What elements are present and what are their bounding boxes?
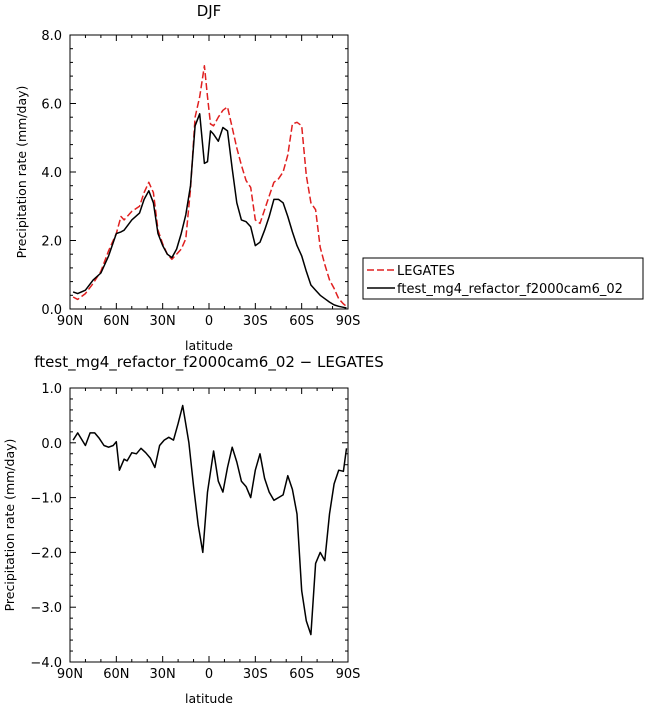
x-tick-label: 60N — [103, 667, 129, 682]
y-tick-label: 4.0 — [41, 166, 62, 181]
x-tick-label: 90S — [336, 667, 361, 682]
x-tick-label: 30S — [243, 314, 268, 329]
bottom-series-lines — [72, 404, 348, 636]
x-tick-label: 90N — [57, 314, 83, 329]
bottom-y-tick-labels: −4.0 −3.0 −2.0 −1.0 0.0 1.0 — [30, 382, 62, 671]
top-x-axis-label: latitude — [185, 338, 233, 353]
x-tick-label: 0 — [205, 667, 213, 682]
x-tick-label: 30S — [243, 667, 268, 682]
legend-label-legates: LEGATES — [397, 264, 455, 279]
y-tick-label: −2.0 — [30, 546, 62, 561]
y-tick-label: 0.0 — [41, 437, 62, 452]
x-tick-label: 90N — [57, 667, 83, 682]
bottom-chart-title: ftest_mg4_refactor_f2000cam6_02 − LEGATE… — [34, 353, 383, 372]
top-y-axis-label: Precipitation rate (mm/day) — [14, 86, 29, 259]
x-tick-label: 60S — [289, 667, 314, 682]
x-tick-label: 90S — [336, 314, 361, 329]
legend-box — [362, 257, 644, 300]
y-tick-label: 0.0 — [41, 303, 62, 318]
top-tick-marks — [69, 34, 349, 310]
series-line-legates — [72, 65, 347, 307]
y-tick-label: −1.0 — [30, 492, 62, 507]
top-series-lines — [72, 65, 347, 309]
x-tick-label: 30N — [150, 667, 176, 682]
bottom-tick-marks — [69, 387, 349, 663]
y-tick-label: 6.0 — [41, 98, 62, 113]
y-tick-label: 8.0 — [41, 29, 62, 44]
top-y-tick-labels: 0.0 2.0 4.0 6.0 8.0 — [41, 29, 62, 318]
legend: LEGATES ftest_mg4_refactor_f2000cam6_02 — [362, 257, 644, 300]
top-chart-title: DJF — [197, 2, 222, 20]
y-tick-label: 1.0 — [41, 382, 62, 397]
x-tick-label: 30N — [150, 314, 176, 329]
top-x-tick-labels: 90N 60N 30N 0 30S 60S 90S — [57, 314, 361, 329]
bottom-y-axis-label: Precipitation rate (mm/day) — [2, 439, 17, 612]
y-tick-label: −3.0 — [30, 601, 62, 616]
x-tick-label: 60N — [103, 314, 129, 329]
legend-label-model: ftest_mg4_refactor_f2000cam6_02 — [397, 282, 623, 297]
bottom-x-axis-label: latitude — [185, 691, 233, 706]
x-tick-label: 0 — [205, 314, 213, 329]
bottom-panel: ftest_mg4_refactor_f2000cam6_02 − LEGATE… — [2, 353, 384, 706]
bottom-x-tick-labels: 90N 60N 30N 0 30S 60S 90S — [57, 667, 361, 682]
series-line-ftest-mg4-refactor-f2000cam6-02 — [72, 113, 347, 309]
series-line-difference — [72, 404, 348, 636]
y-tick-label: 2.0 — [41, 235, 62, 250]
x-tick-label: 60S — [289, 314, 314, 329]
y-tick-label: −4.0 — [30, 656, 62, 671]
top-panel: DJF 90N 60N 30N 0 30S 60S 90S 0.02.04.06.08.0 … — [14, 2, 360, 353]
